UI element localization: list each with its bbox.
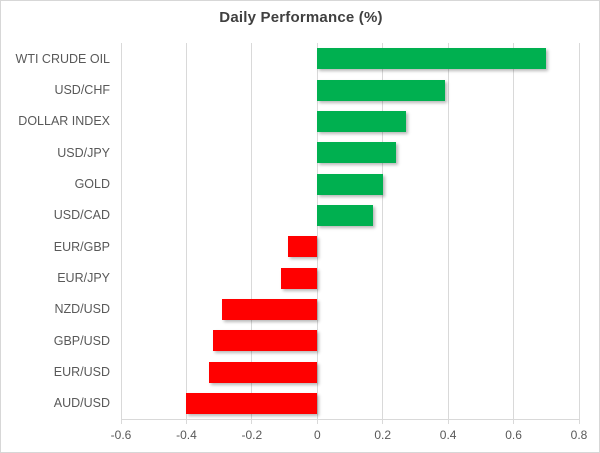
axis-tick <box>316 419 318 424</box>
category-label: WTI CRUDE OIL <box>15 51 110 66</box>
category-label: GBP/USD <box>53 333 110 348</box>
x-axis-line <box>121 419 579 420</box>
x-tick-label: 0.8 <box>570 428 588 442</box>
axis-tick <box>382 419 384 424</box>
gridline <box>185 43 187 419</box>
category-label: USD/CAD <box>53 208 110 223</box>
gridline <box>120 43 122 419</box>
gridline <box>251 43 253 419</box>
bar-eur-gbp <box>287 236 318 258</box>
bar-eur-jpy <box>281 267 318 289</box>
axis-tick <box>513 419 515 424</box>
x-tick-label: 0.4 <box>439 428 457 442</box>
x-tick-label: -0.6 <box>110 428 132 442</box>
gridline <box>578 43 580 419</box>
x-tick-label: 0.6 <box>505 428 522 442</box>
category-label: AUD/USD <box>53 396 110 411</box>
x-tick-label: -0.2 <box>241 428 263 442</box>
gridline <box>382 43 384 419</box>
category-label: USD/JPY <box>57 145 110 160</box>
bar-gold <box>317 173 383 195</box>
gridline <box>316 43 318 419</box>
gridline <box>513 43 515 419</box>
plot-area <box>120 43 580 424</box>
axis-tick <box>185 419 187 424</box>
category-axis: WTI CRUDE OIL USD/CHF DOLLAR INDEX USD/JPY G… <box>1 43 110 419</box>
x-tick-label: 0 <box>313 428 321 442</box>
bar-wti-crude-oil <box>317 48 547 70</box>
bar-dollar-index <box>317 110 406 132</box>
axis-tick <box>251 419 253 424</box>
bar-usd-jpy <box>317 142 396 164</box>
category-label: DOLLAR INDEX <box>18 114 110 129</box>
bar-usd-chf <box>317 79 445 101</box>
axis-tick <box>447 419 449 424</box>
category-label: EUR/JPY <box>57 270 110 285</box>
x-tick-label: -0.4 <box>176 428 197 442</box>
category-label: GOLD <box>74 176 110 191</box>
x-tick-label: 0.2 <box>374 428 392 442</box>
bar-gbp-usd <box>212 330 318 352</box>
category-label: EUR/GBP <box>53 239 110 254</box>
category-label: EUR/USD <box>53 364 110 379</box>
chart-title: Daily Performance (%) <box>219 9 383 26</box>
bar-usd-cad <box>317 204 373 226</box>
bar-aud-usd <box>186 392 318 414</box>
bar-eur-usd <box>209 361 318 383</box>
value-axis: -0.6 -0.4 -0.2 0 0.2 0.4 0.6 0.8 <box>111 428 588 446</box>
category-label: USD/CHF <box>54 82 110 97</box>
axis-tick <box>120 419 122 424</box>
gridline <box>447 43 449 419</box>
axis-tick <box>578 419 580 424</box>
category-label: NZD/USD <box>54 302 110 317</box>
bar-nzd-usd <box>222 298 318 320</box>
